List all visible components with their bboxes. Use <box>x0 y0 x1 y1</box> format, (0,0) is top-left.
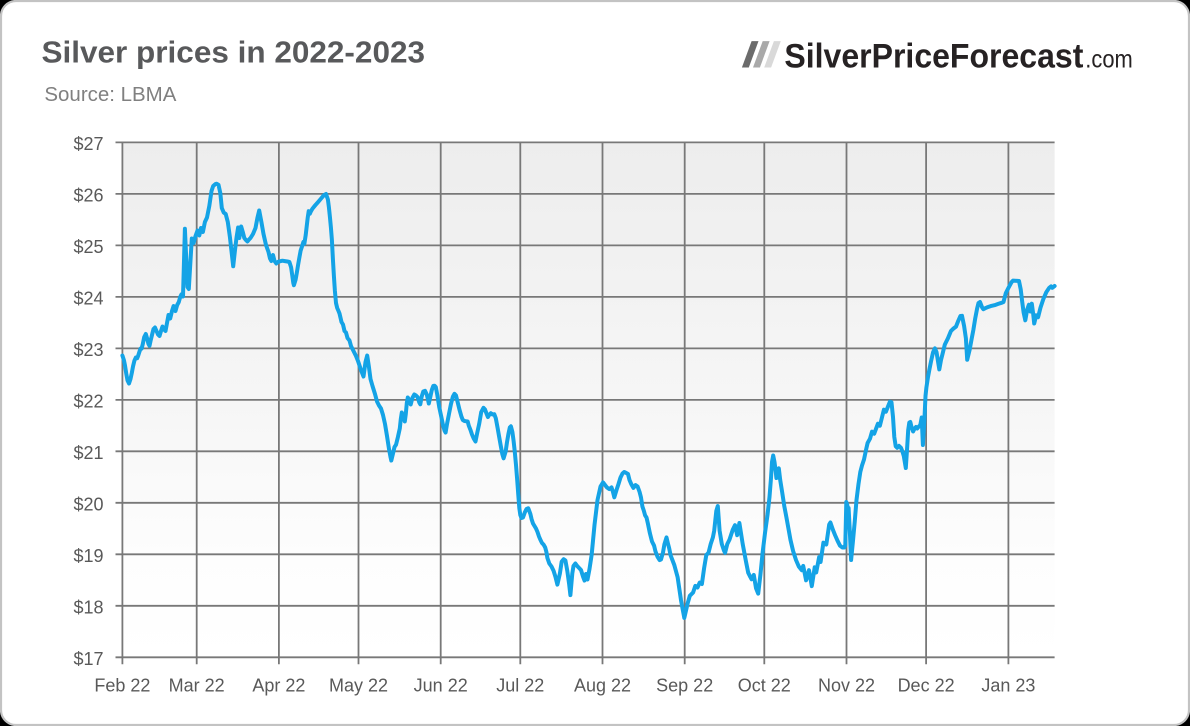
svg-text:$26: $26 <box>73 186 103 206</box>
svg-text:Aug 22: Aug 22 <box>574 676 631 696</box>
svg-text:Jan 23: Jan 23 <box>981 676 1035 696</box>
svg-text:Sep 22: Sep 22 <box>656 676 713 696</box>
svg-text:$18: $18 <box>73 597 103 617</box>
svg-text:$22: $22 <box>73 392 103 412</box>
svg-text:Oct 22: Oct 22 <box>738 676 791 696</box>
svg-text:SilverPriceForecast: SilverPriceForecast <box>784 37 1083 75</box>
svg-text:May 22: May 22 <box>329 676 388 696</box>
svg-text:Nov 22: Nov 22 <box>818 676 875 696</box>
svg-text:$17: $17 <box>73 649 103 669</box>
svg-text:Jul 22: Jul 22 <box>496 676 544 696</box>
svg-text:$23: $23 <box>73 340 103 360</box>
svg-text:Feb 22: Feb 22 <box>94 676 150 696</box>
svg-text:.com: .com <box>1085 46 1133 74</box>
svg-text:Jun 22: Jun 22 <box>414 676 468 696</box>
svg-text:Source: LBMA: Source: LBMA <box>44 84 177 106</box>
svg-text:$24: $24 <box>73 289 103 309</box>
svg-text:$20: $20 <box>73 494 103 514</box>
svg-text:Dec 22: Dec 22 <box>898 676 955 696</box>
svg-text:$27: $27 <box>73 134 103 154</box>
svg-text:$25: $25 <box>73 237 103 257</box>
svg-text:$21: $21 <box>73 443 103 463</box>
svg-text:Mar 22: Mar 22 <box>169 676 225 696</box>
svg-text:Apr 22: Apr 22 <box>252 676 305 696</box>
svg-text:$19: $19 <box>73 546 103 566</box>
svg-text:Silver prices in 2022-2023: Silver prices in 2022-2023 <box>42 35 426 70</box>
